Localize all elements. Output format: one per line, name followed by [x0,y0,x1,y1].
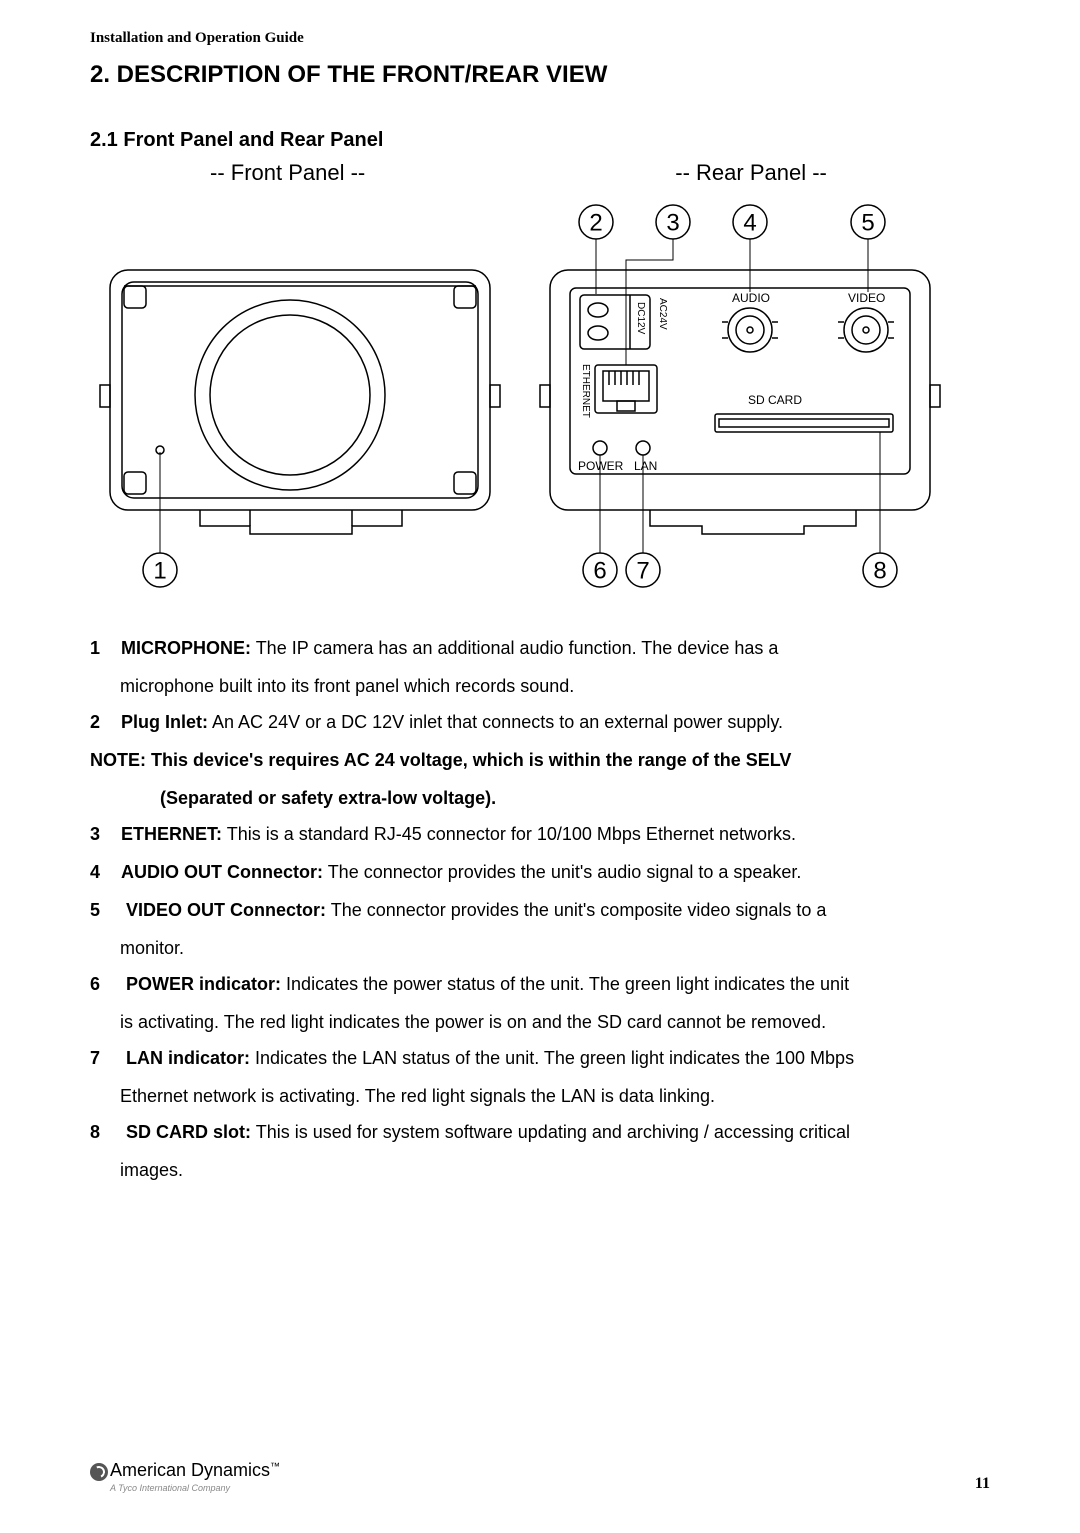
page-number: 11 [975,1475,990,1493]
subsection-title: 2.1 Front Panel and Rear Panel [90,129,990,152]
item-4: 4 AUDIO OUT Connector: The connector pro… [90,854,990,890]
svg-text:SD CARD: SD CARD [748,393,802,407]
callout-8: 8 [863,553,897,587]
svg-text:ETHERNET: ETHERNET [580,364,591,418]
panels-diagram: 1 DC12V AC24V AUDIO [90,190,990,590]
rear-panel-label: -- Rear Panel -- [675,160,827,186]
svg-text:5: 5 [861,209,874,236]
item-5: 5 VIDEO OUT Connector: The connector pro… [90,892,990,928]
item-8-cont: images. [90,1152,990,1188]
svg-text:2: 2 [589,209,602,236]
logo-icon [90,1463,108,1481]
item-3: 3 ETHERNET: This is a standard RJ-45 con… [90,816,990,852]
item-5-cont: monitor. [90,930,990,966]
note-line1: NOTE: This device's requires AC 24 volta… [90,742,990,778]
callout-7: 7 [626,553,660,587]
svg-text:AC24V: AC24V [657,298,668,330]
svg-text:3: 3 [666,209,679,236]
item-6-cont: is activating. The red light indicates t… [90,1004,990,1040]
item-8: 8 SD CARD slot: This is used for system … [90,1114,990,1150]
bottom-leaders [600,432,880,553]
front-panel-drawing [100,270,500,553]
item-7: 7 LAN indicator: Indicates the LAN statu… [90,1040,990,1076]
page-footer: American Dynamics™ A Tyco International … [90,1460,990,1493]
doc-header: Installation and Operation Guide [90,30,990,47]
callout-3: 3 [656,205,690,239]
item-7-cont: Ethernet network is activating. The red … [90,1078,990,1114]
item-1-cont: microphone built into its front panel wh… [90,668,990,704]
svg-text:POWER: POWER [578,459,624,473]
item-1: 1 MICROPHONE: The IP camera has an addit… [90,630,990,666]
svg-text:4: 4 [743,209,756,236]
item-2: 2 Plug Inlet: An AC 24V or a DC 12V inle… [90,704,990,740]
svg-text:VIDEO: VIDEO [848,291,885,305]
diagram-area: 1 DC12V AC24V AUDIO [90,190,990,590]
svg-text:DC12V: DC12V [635,302,646,335]
section-title: 2. DESCRIPTION OF THE FRONT/REAR VIEW [90,61,990,89]
svg-text:AUDIO: AUDIO [732,291,770,305]
callout-4: 4 [733,205,767,239]
footer-logo: American Dynamics™ A Tyco International … [90,1460,280,1493]
front-panel-label: -- Front Panel -- [210,160,365,186]
svg-text:LAN: LAN [634,459,657,473]
svg-text:7: 7 [636,557,649,584]
panel-labels-row: -- Front Panel -- -- Rear Panel -- [90,160,990,186]
callout-2: 2 [579,205,613,239]
callout-1: 1 [143,553,177,587]
callout-5: 5 [851,205,885,239]
svg-text:8: 8 [873,557,886,584]
svg-text:6: 6 [593,557,606,584]
callout-6: 6 [583,553,617,587]
note-line2: (Separated or safety extra-low voltage). [90,780,990,816]
descriptions: 1 MICROPHONE: The IP camera has an addit… [90,630,990,1188]
item-6: 6 POWER indicator: Indicates the power s… [90,966,990,1002]
svg-text:1: 1 [153,557,166,584]
